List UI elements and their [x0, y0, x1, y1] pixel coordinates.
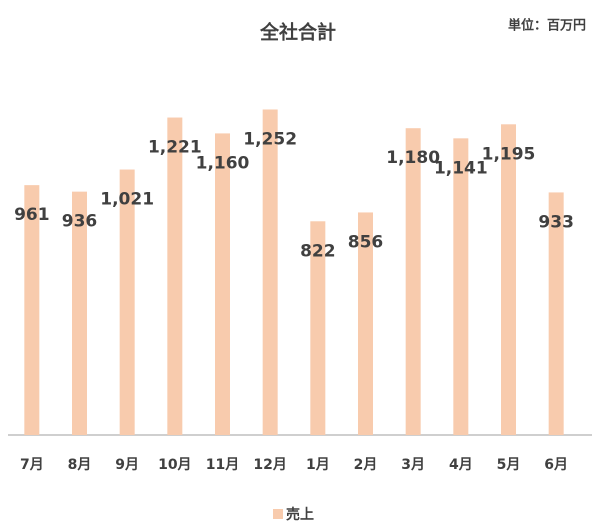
- data-label: 1,141: [434, 158, 488, 178]
- x-tick-label: 3月: [401, 457, 425, 473]
- bar: [310, 221, 326, 435]
- legend-swatch: [273, 509, 283, 519]
- legend-label: 売上: [286, 506, 314, 523]
- bar: [548, 192, 564, 435]
- data-label: 1,180: [386, 148, 440, 168]
- x-tick-label: 12月: [253, 457, 286, 473]
- data-label: 936: [62, 212, 98, 232]
- data-label: 961: [14, 205, 50, 225]
- bar: [453, 138, 469, 435]
- bar: [262, 109, 278, 435]
- x-tick-label: 11月: [206, 457, 239, 473]
- x-tick-label: 5月: [497, 457, 521, 473]
- x-tick-label: 8月: [68, 457, 92, 473]
- x-tick-label: 6月: [544, 457, 568, 473]
- x-tick-label: 9月: [115, 457, 139, 473]
- bar: [72, 191, 87, 435]
- data-label: 1,252: [243, 129, 297, 149]
- x-tick-label: 7月: [20, 457, 44, 473]
- bar: [358, 212, 373, 435]
- bar: [119, 169, 135, 436]
- bar: [405, 128, 421, 435]
- data-label: 933: [538, 212, 574, 232]
- x-tick-label: 4月: [449, 457, 473, 473]
- x-tick-label: 1月: [306, 457, 330, 473]
- data-label: 822: [300, 241, 336, 261]
- data-label: 856: [348, 232, 384, 252]
- data-label: 1,160: [196, 153, 250, 173]
- bar: [215, 133, 230, 435]
- data-label: 1,021: [100, 190, 154, 210]
- unit-note: 単位：百万円: [508, 18, 586, 34]
- bar: [501, 124, 516, 436]
- bar: [24, 185, 40, 435]
- x-tick-label: 10月: [158, 457, 191, 473]
- chart-title: 全社合計: [259, 21, 336, 44]
- data-label: 1,195: [482, 144, 536, 164]
- x-tick-label: 2月: [354, 457, 378, 473]
- bar: [167, 117, 183, 435]
- data-label: 1,221: [148, 138, 202, 158]
